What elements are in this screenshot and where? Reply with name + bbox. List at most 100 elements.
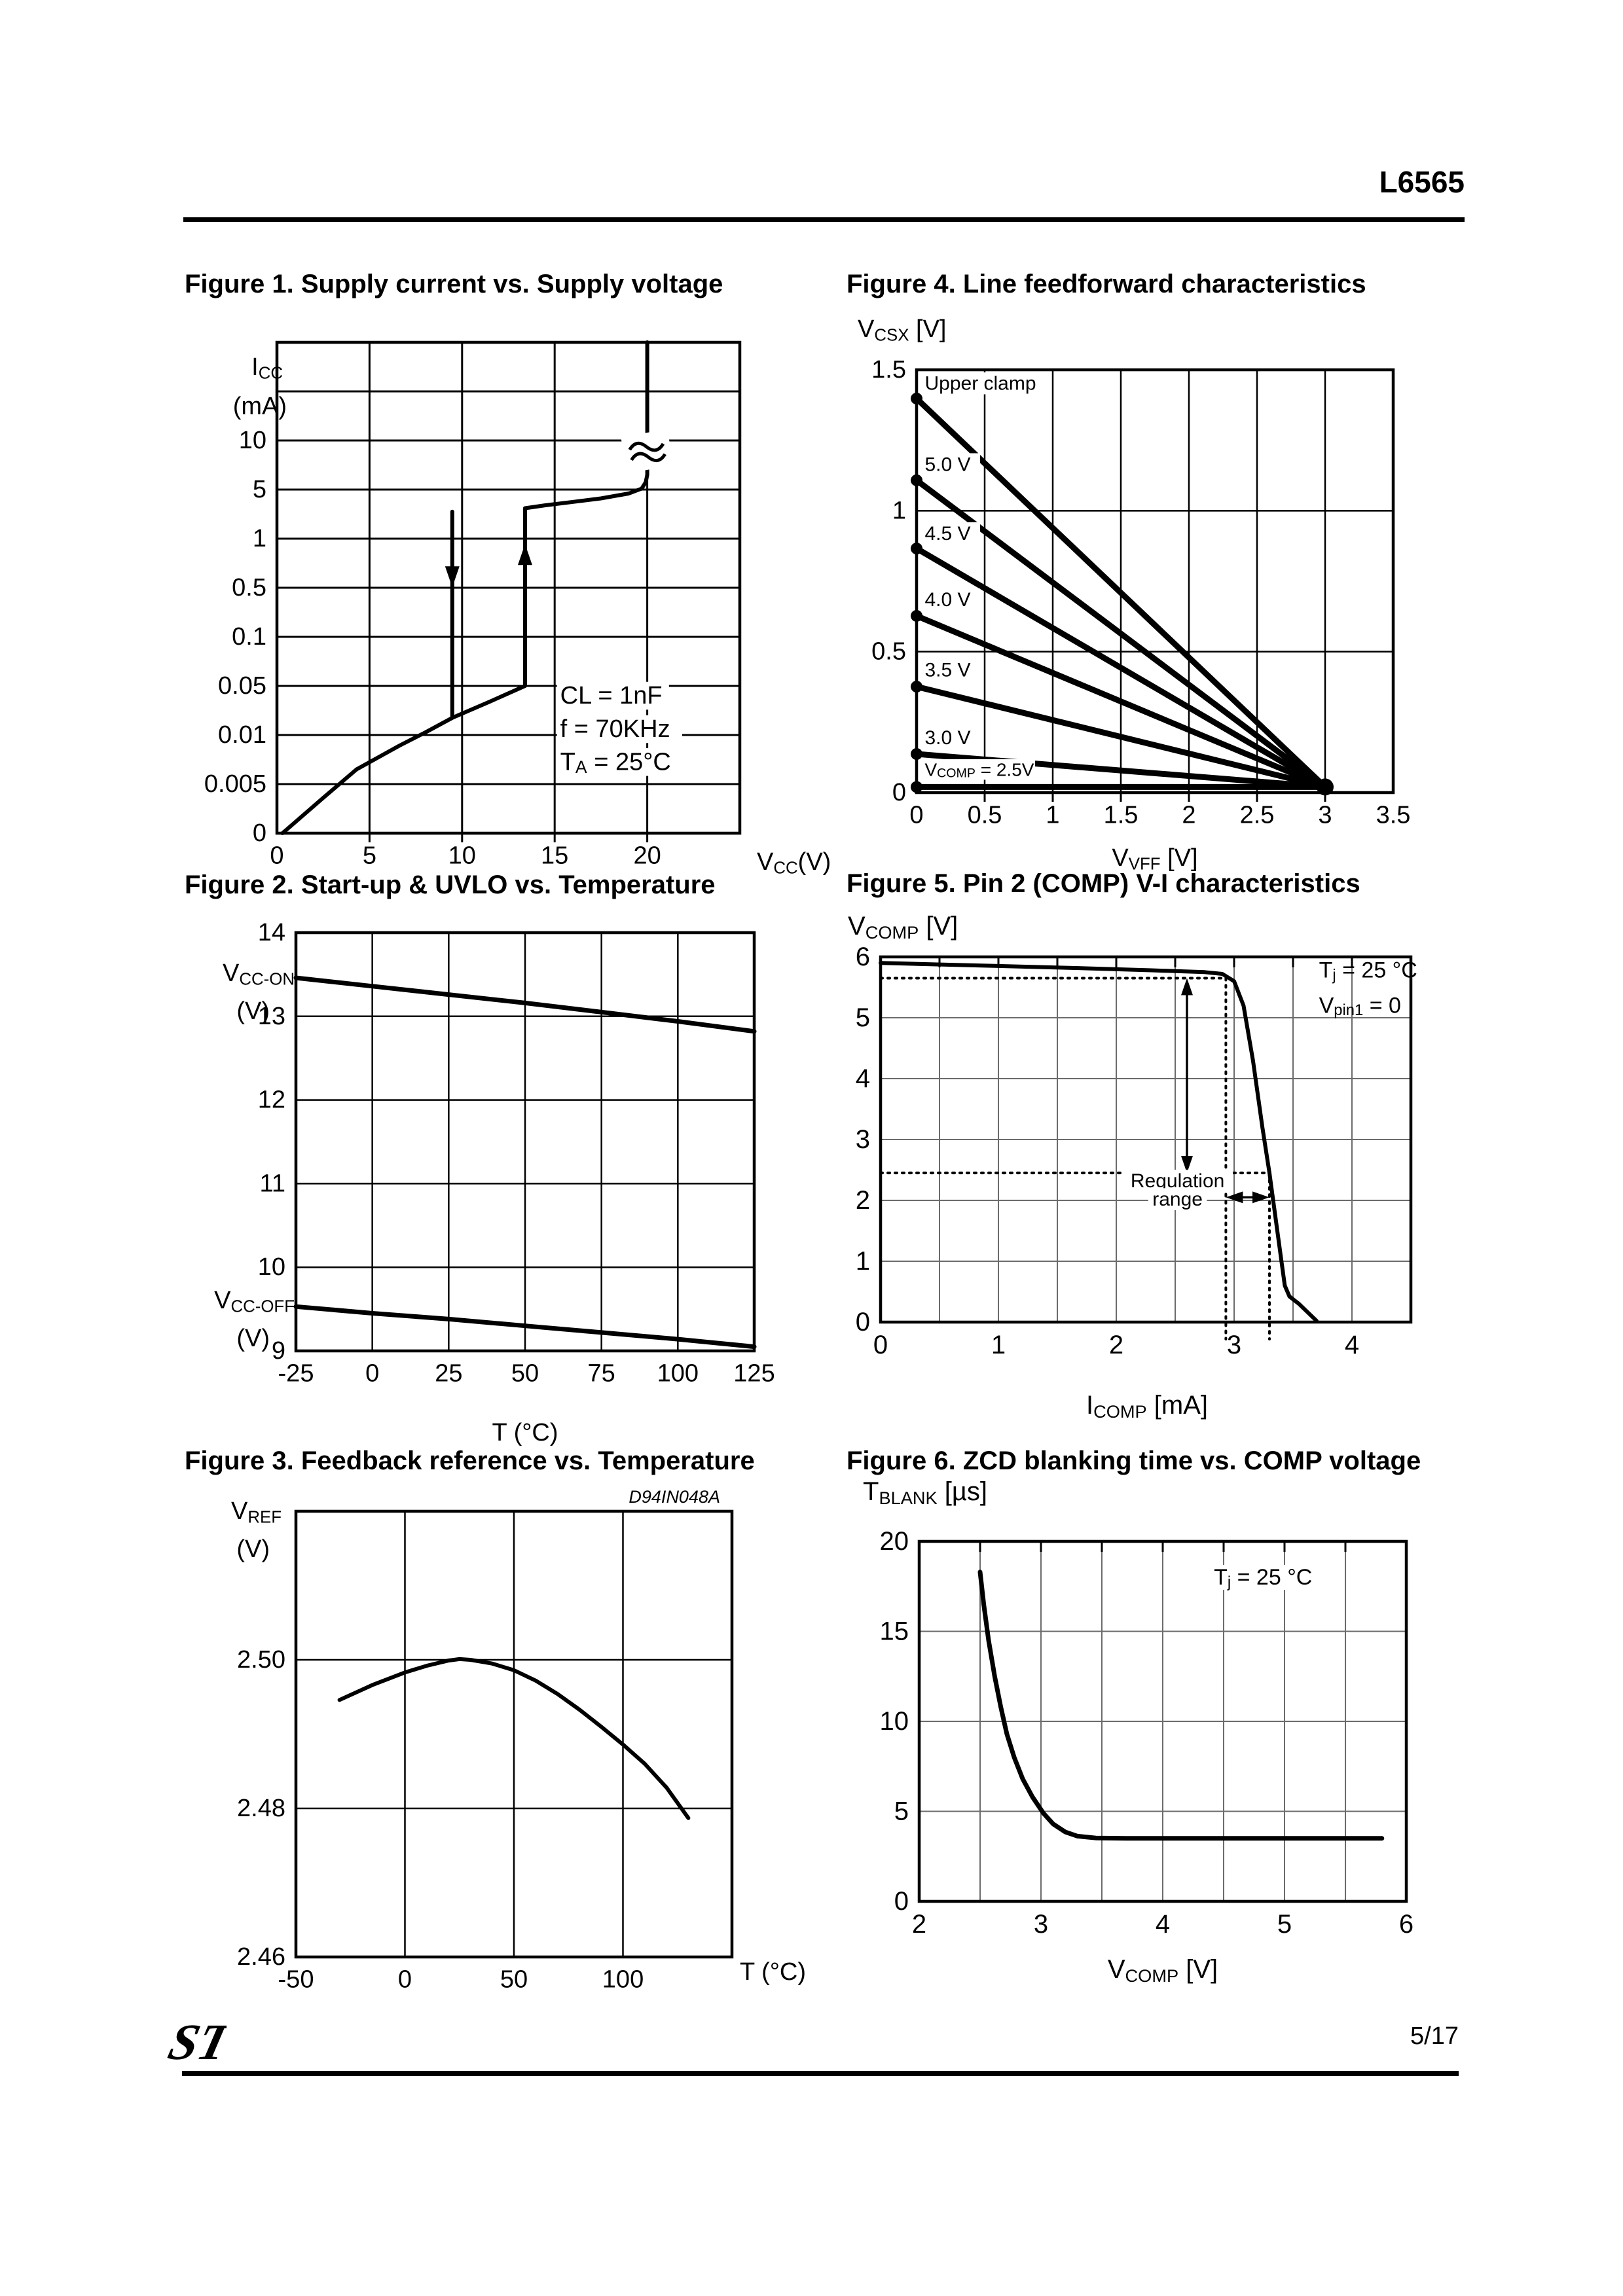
figure-4-label-fig4-label-4v5: 4.5 V [924,522,970,544]
figure-3-xtick: 100 [602,1965,644,1993]
figure-4-title: Figure 4. Line feedforward characteristi… [847,270,1366,298]
figure-2-xtick: 125 [733,1359,775,1387]
fig2-vccoff-unit: (V) [236,1325,270,1352]
figure-1-xtick: 5 [363,842,376,869]
figure-6-title: Figure 6. ZCD blanking time vs. COMP vol… [847,1446,1421,1475]
figure-4-chart: Upper clamp 5.0 V 4.5 V 4.0 V 3.5 V 3.0 V VCOM… [871,356,1410,829]
figure-4-ytick: 1.5 [871,356,906,384]
footer-page-number: 5/17 [1410,2022,1459,2050]
figure-5-ytick: 6 [856,942,870,971]
figure-6-ytick: 0 [894,1887,909,1916]
figure-4-label-fig4-label-3v: 3.0 V [924,727,970,749]
figure-2-xtick: 100 [657,1359,699,1387]
figure-3-chart: -50 0 50 100 2.50 2.48 2.46 [237,1509,734,1993]
figure-5-xtick: 3 [1227,1331,1241,1359]
figure-1-title: Figure 1. Supply current vs. Supply volt… [185,270,723,298]
fig5-x-axis-unit: ICOMP [mA] [1085,1391,1209,1422]
fig4-x-axis-unit: VVFF [V] [1112,844,1198,874]
figure-5-title: Figure 5. Pin 2 (COMP) V-I characteristi… [847,869,1360,898]
figure-2-xtick: 25 [435,1359,462,1387]
figure-5-label-fig5-regulation-line2: range [1152,1189,1203,1210]
figure-3-plot-border [294,1509,734,1959]
figure-2-ytick: 11 [260,1170,285,1197]
figure-1-ytick: 0.01 [218,721,266,749]
figure-4-label-fig4-label-5v: 5.0 V [924,454,970,475]
header-rule [183,217,1465,222]
figure-3-title: Figure 3. Feedback reference vs. Tempera… [185,1446,755,1475]
figure-1-xtick: 10 [448,842,476,869]
figure-4-xtick: 3.5 [1376,801,1411,829]
fig2-vccon-label: VCC-ON [222,960,295,989]
figure-1-ytick: 1 [253,525,266,552]
figure-6-xtick: 5 [1277,1910,1292,1939]
figure-4-series-vcomp-4.0V [913,613,1328,790]
figure-3-ytick: 2.48 [237,1795,285,1822]
fig3-drawing-code: D94IN048A [629,1487,720,1507]
fig3-y-axis-unit-line2: (V) [236,1535,270,1563]
figure-1-ytick: 0.5 [232,574,266,601]
figure-6-ytick: 20 [880,1527,909,1556]
figure-2-series-vcc-off [293,1304,757,1350]
figure-3-xtick: 0 [398,1965,412,1993]
figure-4-plot-border [915,368,1395,795]
figure-3-ytick: 2.46 [237,1943,285,1971]
st-logo: ST [163,2011,238,2073]
figure-2-title: Figure 2. Start-up & UVLO vs. Temperatur… [185,870,716,899]
figure-6-xtick: 4 [1156,1910,1170,1939]
figure-3-series-vref [337,1657,691,1820]
figure-1-xtick: 15 [541,842,568,869]
figure-1-label-fig1-note-ta: TA = 25°C [560,748,671,777]
figure-5-ytick: 3 [856,1125,870,1154]
figure-5-series-vcomp-vs-icomp [879,961,1319,1323]
figure-5-ytick: 2 [856,1186,870,1215]
fig2-x-axis-unit: T (°C) [492,1419,558,1446]
figure-5-ytick: 5 [856,1003,870,1032]
fig3-x-axis-unit: T (°C) [740,1958,807,1986]
figure-5-label-fig5-regulation-line1: Regulation [1131,1170,1224,1192]
footer-rule [182,2071,1459,2076]
figure-5-xtick: 2 [1109,1331,1123,1359]
figure-4-xtick: 1.5 [1104,801,1139,829]
figure-1-ytick: 0.1 [232,623,266,651]
figure-6-ytick: 15 [880,1617,909,1646]
figure-3-xtick: 50 [500,1965,528,1993]
figure-3-xtick: -50 [278,1965,314,1993]
figure-1-label-fig1-note-f: f = 70KHz [560,715,670,743]
figure-4-xtick: 2 [1182,801,1195,829]
fig1-y-axis-unit-line2: (mA) [232,393,287,420]
figure-1-xtick: 20 [633,842,661,869]
figure-2-xtick: -25 [278,1359,314,1387]
figure-6-xtick: 2 [912,1910,926,1939]
figure-4-series-vcomp-4.5V [913,545,1328,790]
figure-1-arrow-down [445,566,460,588]
figure-4-series-vcomp-3.5V [913,683,1328,790]
figure-6-ytick: 5 [894,1797,909,1826]
figure-4-series-vcomp-5.0V [913,477,1328,790]
figure-4-label-fig4-label-2v5: VCOMP = 2.5V [924,759,1034,780]
figure-4-label-fig4-label-3v5: 3.5 V [924,659,970,681]
figure-5-xtick: 0 [873,1331,888,1359]
figure-1-arrow-up [517,544,532,565]
fig4-y-axis-unit: VCSX [V] [858,315,947,345]
figure-1-ytick: 10 [239,427,266,454]
fig1-x-axis-unit: VCC(V) [757,848,831,878]
figure-6-series-tblank-vs-vcomp [977,1570,1385,1841]
figure-1-xtick: 0 [270,842,283,869]
figure-5-plot-border [879,955,1413,1324]
figure-4-ytick: 0.5 [871,638,906,666]
figure-5-label-fig5-note-tj: Tj = 25 °C [1319,958,1417,983]
figure-6-label-fig6-note-tj: Tj = 25 °C [1214,1565,1312,1590]
figure-2-ytick: 14 [258,919,285,946]
figure-4-xtick: 2.5 [1240,801,1275,829]
fig2-vccoff-label: VCC-OFF [214,1287,295,1316]
st-logo-icon: ST [163,2014,238,2071]
figure-1-ytick: 0.05 [218,672,266,700]
figure-1-label-fig1-note-cl: CL = 1nF [560,682,663,709]
figure-2-ytick: 9 [272,1337,285,1365]
fig3-y-axis-unit-line1: VREF [230,1498,282,1527]
fig6-y-axis-unit: TBLANK [µs] [863,1477,987,1508]
figure-1-plot-border [275,340,742,835]
figure-2-ytick: 13 [258,1003,285,1030]
figure-5-xtick: 1 [991,1331,1006,1359]
